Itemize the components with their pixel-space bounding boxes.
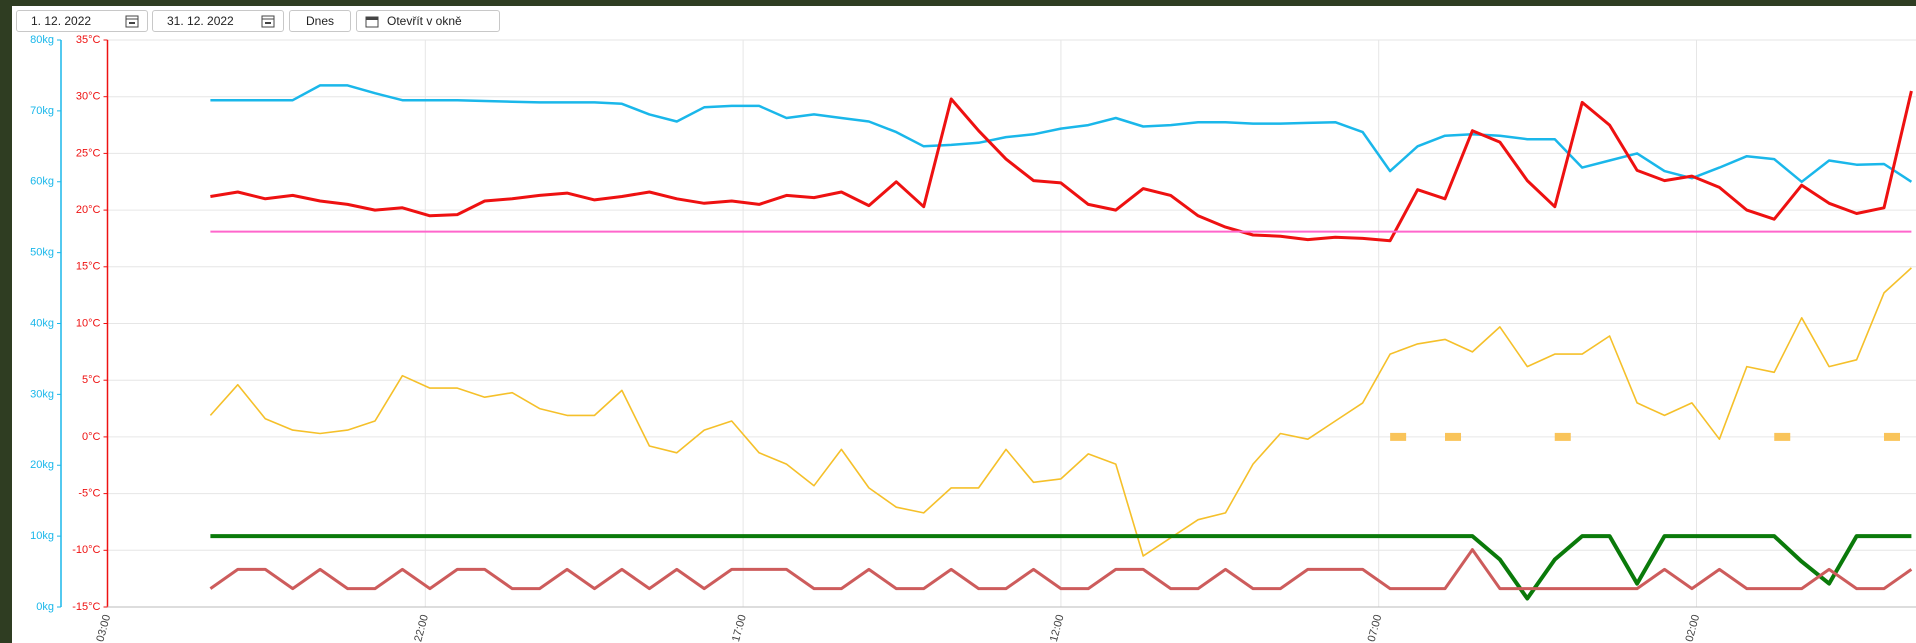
y2-tick-label: 10kg	[30, 530, 54, 542]
window-icon	[365, 16, 379, 28]
data-dash	[1445, 432, 1462, 441]
x-tick-label: 28.12 02:00	[1676, 613, 1703, 643]
y2-tick-label: 70kg	[30, 105, 54, 117]
today-button[interactable]: Dnes	[289, 10, 351, 32]
y2-tick-label: 50kg	[30, 247, 54, 259]
open-window-label: Otevřít v okně	[387, 14, 462, 28]
data-line	[210, 90, 1913, 243]
data-dash	[1554, 432, 1571, 441]
data-line	[210, 534, 1912, 601]
y-tick-label: 10°C	[76, 317, 101, 329]
x-tick-label: 16.12 12:00	[1040, 613, 1067, 643]
y2-tick-label: 30kg	[30, 388, 54, 400]
y-tick-label: -5°C	[78, 488, 100, 500]
data-dash	[1883, 432, 1900, 441]
x-tick-label: 10.12 17:00	[722, 613, 749, 643]
y-tick-label: 25°C	[76, 147, 101, 159]
x-tick-label: 29.11 03:00	[87, 613, 113, 643]
date-to: 31. 12. 2022	[167, 14, 234, 28]
y2-tick-label: 40kg	[30, 317, 54, 329]
y-tick-label: 20°C	[76, 204, 101, 216]
y2-tick-label: 20kg	[30, 459, 54, 471]
y-tick-label: 0°C	[82, 431, 101, 443]
data-dash	[1390, 432, 1407, 441]
y-tick-label: 30°C	[76, 91, 101, 103]
calendar-icon[interactable]	[125, 14, 139, 28]
date-from: 1. 12. 2022	[31, 14, 92, 28]
today-label: Dnes	[305, 14, 334, 28]
date-to-input[interactable]: 31. 12. 2022	[152, 10, 284, 32]
y-tick-label: 15°C	[76, 261, 101, 273]
data-line	[209, 548, 1913, 591]
y2-tick-label: 80kg	[30, 34, 54, 46]
calendar-icon[interactable]	[261, 14, 275, 28]
data-dash	[1774, 432, 1791, 441]
date-from-input[interactable]: 1. 12. 2022	[16, 10, 148, 32]
y-tick-label: -10°C	[72, 544, 100, 556]
x-tick-label: 04.12 22:00	[404, 613, 431, 643]
y2-tick-label: 60kg	[30, 176, 54, 188]
y-tick-label: -15°C	[72, 601, 100, 613]
y2-tick-label: 0kg	[36, 601, 54, 613]
open-window-button[interactable]: Otevřít v okně	[356, 10, 500, 32]
data-line	[209, 267, 1912, 557]
x-tick-label: 22.12 07:00	[1358, 613, 1385, 643]
y-tick-label: 35°C	[76, 34, 101, 46]
y-tick-label: 5°C	[82, 374, 101, 386]
